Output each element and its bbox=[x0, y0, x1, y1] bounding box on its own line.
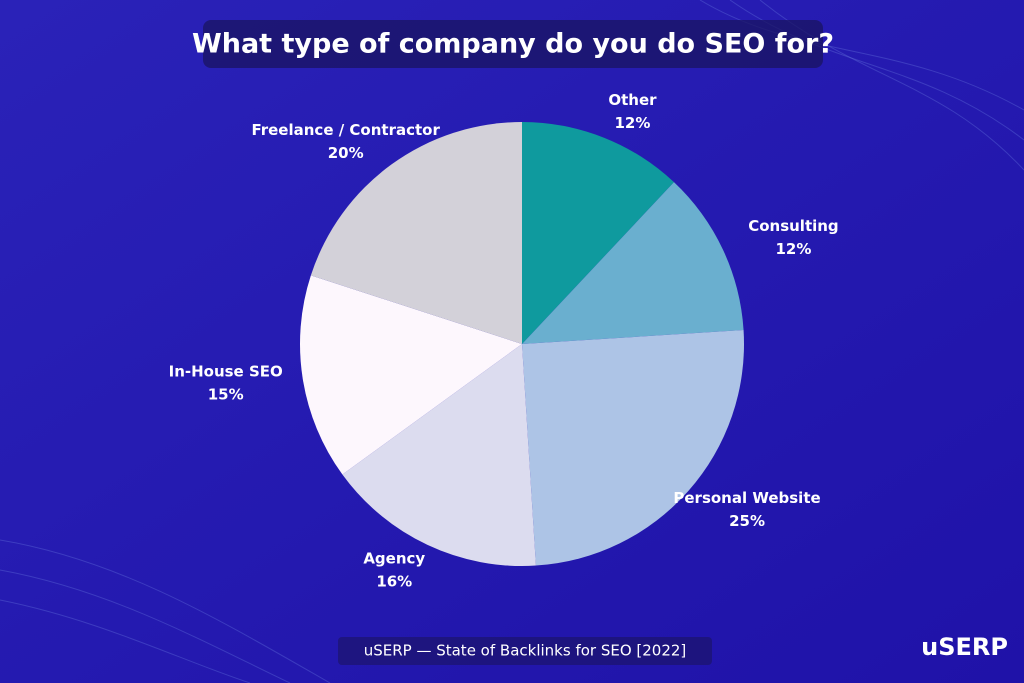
slice-label: Agency bbox=[363, 550, 425, 568]
title-box bbox=[203, 20, 823, 68]
brand-logo: uSERP bbox=[921, 633, 1008, 661]
slice-label: In-House SEO bbox=[169, 363, 283, 381]
pie-slice bbox=[522, 182, 744, 344]
pie-slice bbox=[522, 122, 674, 344]
slice-value-label: 12% bbox=[614, 114, 650, 132]
slice-label: Personal Website bbox=[673, 489, 820, 507]
source-box bbox=[338, 637, 712, 665]
slice-value-label: 20% bbox=[328, 144, 364, 162]
slice-value-label: 16% bbox=[376, 573, 412, 591]
pie-slice bbox=[522, 330, 744, 566]
slice-value-label: 12% bbox=[775, 240, 811, 258]
slice-label: Freelance / Contractor bbox=[251, 121, 440, 139]
slice-value-label: 15% bbox=[208, 386, 244, 404]
pie-slice bbox=[300, 275, 522, 475]
chart-title: What type of company do you do SEO for? bbox=[192, 29, 834, 60]
slice-value-label: 25% bbox=[729, 512, 765, 530]
slice-label: Consulting bbox=[748, 217, 838, 235]
slice-label: Other bbox=[608, 91, 657, 109]
source: uSERP — State of Backlinks for SEO [2022… bbox=[364, 642, 687, 660]
pie-slice bbox=[310, 122, 522, 344]
pie-slice bbox=[342, 344, 536, 566]
